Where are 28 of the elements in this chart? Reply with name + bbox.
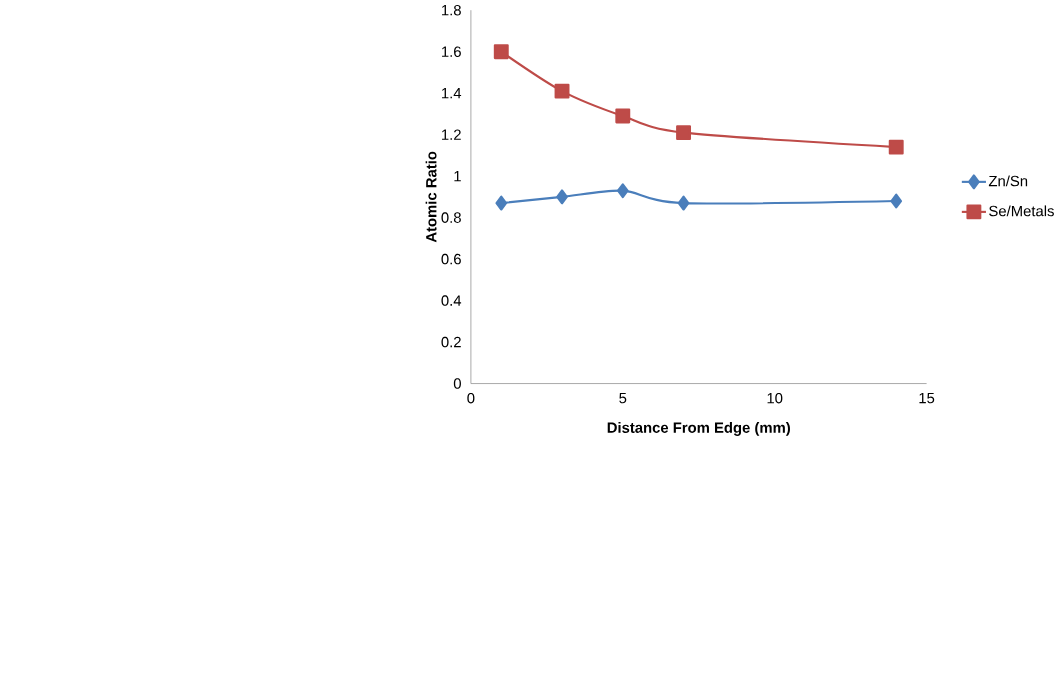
y-tick-label: 1 xyxy=(454,170,461,182)
y-tick-label: 0.8 xyxy=(441,212,461,223)
point xyxy=(556,189,568,205)
x-tick-label: 0 xyxy=(467,392,475,404)
point xyxy=(554,83,570,99)
point xyxy=(616,182,629,198)
y-tick-label: 1.6 xyxy=(442,46,461,57)
y-tick-label: 1.4 xyxy=(442,87,462,99)
point xyxy=(676,124,692,140)
point xyxy=(615,108,631,124)
y-tick-label: 0.2 xyxy=(441,336,461,348)
y-tick-label: 1.2 xyxy=(442,129,461,140)
x-tick-label: 10 xyxy=(767,392,783,404)
point xyxy=(888,139,904,155)
point xyxy=(495,195,508,211)
x-tick-label: 5 xyxy=(619,392,627,404)
y-tick-label: 0.6 xyxy=(441,253,461,265)
point xyxy=(890,193,903,209)
point xyxy=(493,43,509,59)
legend-label: Zn/Sn xyxy=(988,175,1028,187)
x-tick-label: 15 xyxy=(919,392,935,404)
legend-label: Se/Metals xyxy=(989,205,1054,217)
y-tick-label: 1.8 xyxy=(442,4,461,16)
x-axis-title: Distance From Edge (mm) xyxy=(607,421,790,436)
point xyxy=(677,195,690,211)
y-tick-label: 0.4 xyxy=(441,295,462,306)
y-tick-label: 0 xyxy=(453,378,461,389)
y-axis-title: Atomic Ratio xyxy=(425,151,437,243)
